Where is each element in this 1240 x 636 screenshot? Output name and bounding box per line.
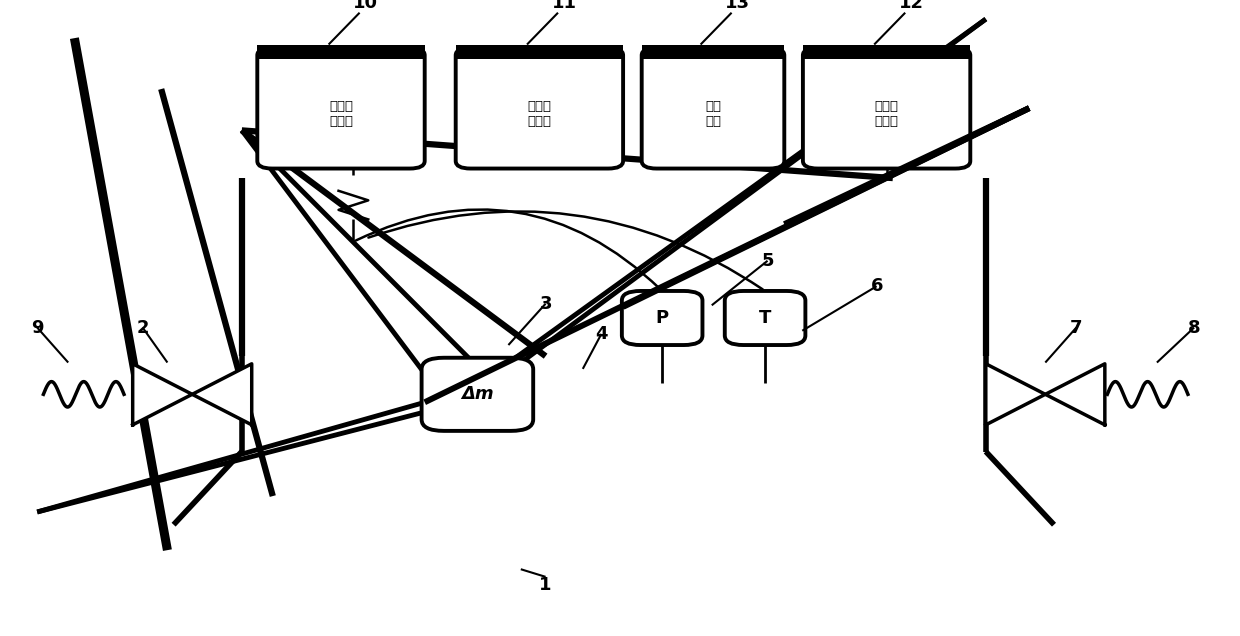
FancyBboxPatch shape [422, 357, 533, 431]
Text: 10: 10 [353, 0, 378, 12]
Bar [258, 45, 424, 59]
Bar [456, 45, 622, 59]
Text: 4: 4 [595, 325, 608, 343]
Text: 9: 9 [31, 319, 43, 336]
Text: 1: 1 [539, 576, 552, 594]
Text: 2: 2 [136, 319, 149, 336]
FancyBboxPatch shape [724, 291, 806, 345]
Polygon shape [986, 364, 1045, 425]
Text: 11: 11 [552, 0, 577, 12]
Text: 8: 8 [1188, 319, 1200, 336]
Text: Δm: Δm [461, 385, 494, 403]
Text: P: P [656, 309, 668, 327]
Polygon shape [133, 364, 192, 425]
Text: 12: 12 [899, 0, 924, 12]
Text: 3: 3 [539, 294, 552, 313]
Text: 13: 13 [725, 0, 750, 12]
Text: 数据分
析模块: 数据分 析模块 [527, 100, 552, 128]
FancyBboxPatch shape [642, 48, 784, 169]
Polygon shape [192, 364, 252, 425]
Text: T: T [759, 309, 771, 327]
Bar [642, 45, 784, 59]
FancyBboxPatch shape [622, 291, 702, 345]
Text: 7: 7 [1070, 319, 1083, 336]
Text: 6: 6 [870, 277, 883, 295]
Text: 显示
模块: 显示 模块 [706, 100, 720, 128]
Bar [804, 45, 970, 59]
Text: 数据采
集模块: 数据采 集模块 [329, 100, 353, 128]
Text: 5: 5 [761, 252, 774, 270]
FancyBboxPatch shape [456, 48, 622, 169]
FancyBboxPatch shape [804, 48, 970, 169]
Text: 数据输
入模块: 数据输 入模块 [874, 100, 899, 128]
FancyBboxPatch shape [258, 48, 424, 169]
Polygon shape [1045, 364, 1105, 425]
